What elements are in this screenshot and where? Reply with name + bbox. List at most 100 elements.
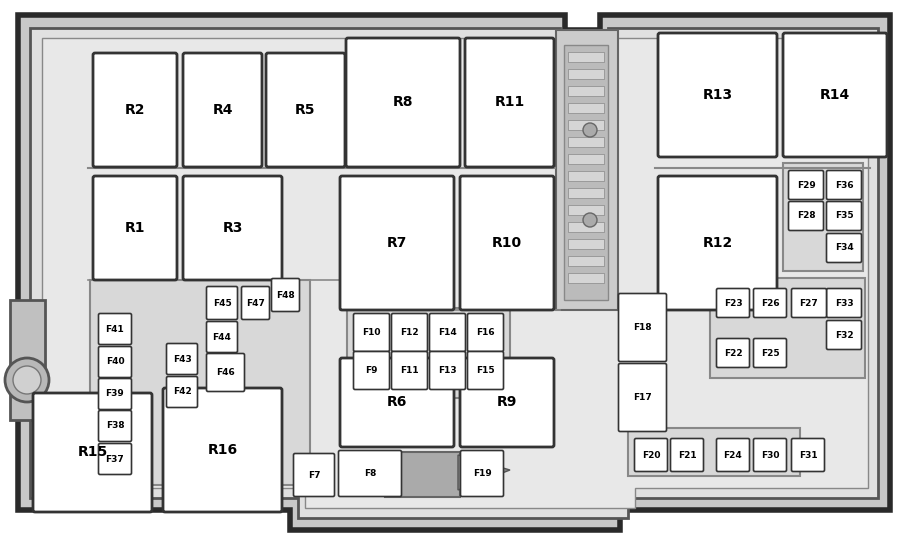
FancyBboxPatch shape (753, 288, 787, 318)
Text: F45: F45 (212, 299, 231, 307)
FancyBboxPatch shape (826, 233, 861, 263)
Text: F7: F7 (308, 470, 320, 480)
Text: F42: F42 (173, 387, 192, 397)
Bar (568, 154, 604, 164)
Text: F47: F47 (246, 299, 265, 307)
FancyBboxPatch shape (826, 171, 861, 199)
FancyBboxPatch shape (340, 358, 454, 447)
FancyBboxPatch shape (465, 38, 554, 167)
Text: F34: F34 (834, 244, 853, 252)
Text: R8: R8 (392, 95, 413, 110)
Polygon shape (30, 28, 878, 518)
FancyBboxPatch shape (354, 313, 390, 352)
FancyBboxPatch shape (670, 439, 704, 471)
Text: R7: R7 (387, 236, 407, 250)
FancyBboxPatch shape (716, 338, 750, 367)
Text: F22: F22 (724, 348, 742, 358)
FancyBboxPatch shape (634, 439, 668, 471)
Bar (568, 256, 604, 266)
FancyBboxPatch shape (429, 352, 465, 390)
Text: F48: F48 (276, 290, 295, 300)
Text: F26: F26 (760, 299, 779, 307)
Bar (568, 171, 604, 181)
FancyBboxPatch shape (392, 313, 428, 352)
Text: F21: F21 (678, 451, 697, 459)
Polygon shape (42, 38, 868, 508)
FancyBboxPatch shape (788, 202, 824, 231)
Text: R11: R11 (494, 95, 525, 110)
FancyBboxPatch shape (206, 322, 238, 353)
Text: F30: F30 (760, 451, 779, 459)
Circle shape (583, 123, 597, 137)
Polygon shape (18, 15, 890, 530)
Text: R10: R10 (492, 236, 522, 250)
Bar (568, 205, 604, 215)
Text: R1: R1 (125, 221, 145, 235)
Bar (385, 452, 460, 497)
FancyBboxPatch shape (753, 338, 787, 367)
FancyBboxPatch shape (460, 358, 554, 447)
Bar (568, 103, 604, 113)
Circle shape (5, 358, 49, 402)
FancyBboxPatch shape (460, 176, 554, 310)
Text: F46: F46 (216, 368, 235, 377)
Text: F36: F36 (834, 180, 853, 190)
Text: F19: F19 (472, 469, 491, 478)
Text: F9: F9 (365, 366, 378, 375)
FancyBboxPatch shape (98, 378, 131, 409)
FancyBboxPatch shape (346, 38, 460, 167)
Text: F28: F28 (796, 211, 815, 221)
Text: F40: F40 (105, 358, 124, 366)
FancyBboxPatch shape (93, 53, 177, 167)
Text: R3: R3 (222, 221, 243, 235)
FancyBboxPatch shape (753, 439, 787, 471)
Bar (568, 188, 604, 198)
Polygon shape (458, 455, 510, 490)
Text: R2: R2 (125, 103, 145, 117)
Text: F23: F23 (724, 299, 742, 307)
Text: F27: F27 (799, 299, 818, 307)
FancyBboxPatch shape (618, 364, 667, 432)
FancyBboxPatch shape (658, 176, 777, 310)
FancyBboxPatch shape (272, 278, 300, 312)
Text: F24: F24 (724, 451, 742, 459)
FancyBboxPatch shape (716, 288, 750, 318)
Bar (710, 278, 865, 378)
FancyBboxPatch shape (98, 444, 131, 475)
FancyBboxPatch shape (266, 53, 345, 167)
Bar (568, 120, 604, 130)
Text: R12: R12 (702, 236, 733, 250)
Text: R16: R16 (207, 443, 238, 457)
Text: R13: R13 (702, 88, 733, 102)
Text: F20: F20 (642, 451, 661, 459)
Text: F35: F35 (834, 211, 853, 221)
Text: F16: F16 (476, 328, 495, 337)
Bar (568, 222, 604, 232)
FancyBboxPatch shape (354, 352, 390, 390)
Text: R4: R4 (212, 103, 233, 117)
Circle shape (13, 366, 41, 394)
FancyBboxPatch shape (791, 288, 826, 318)
Text: F11: F11 (400, 366, 418, 375)
Text: F32: F32 (834, 330, 853, 340)
FancyBboxPatch shape (166, 343, 197, 374)
Text: F29: F29 (796, 180, 815, 190)
FancyBboxPatch shape (716, 439, 750, 471)
FancyBboxPatch shape (467, 313, 503, 352)
Bar (783, 163, 863, 271)
FancyBboxPatch shape (788, 171, 824, 199)
Text: F39: F39 (105, 390, 124, 398)
Text: F31: F31 (798, 451, 817, 459)
FancyBboxPatch shape (429, 313, 465, 352)
Bar (568, 137, 604, 147)
Circle shape (583, 213, 597, 227)
Text: F25: F25 (760, 348, 779, 358)
FancyBboxPatch shape (826, 202, 861, 231)
FancyBboxPatch shape (658, 33, 777, 157)
FancyBboxPatch shape (241, 287, 269, 319)
FancyBboxPatch shape (166, 377, 197, 408)
FancyBboxPatch shape (340, 176, 454, 310)
Bar (568, 69, 604, 79)
FancyBboxPatch shape (163, 388, 282, 512)
Text: R9: R9 (497, 396, 518, 409)
